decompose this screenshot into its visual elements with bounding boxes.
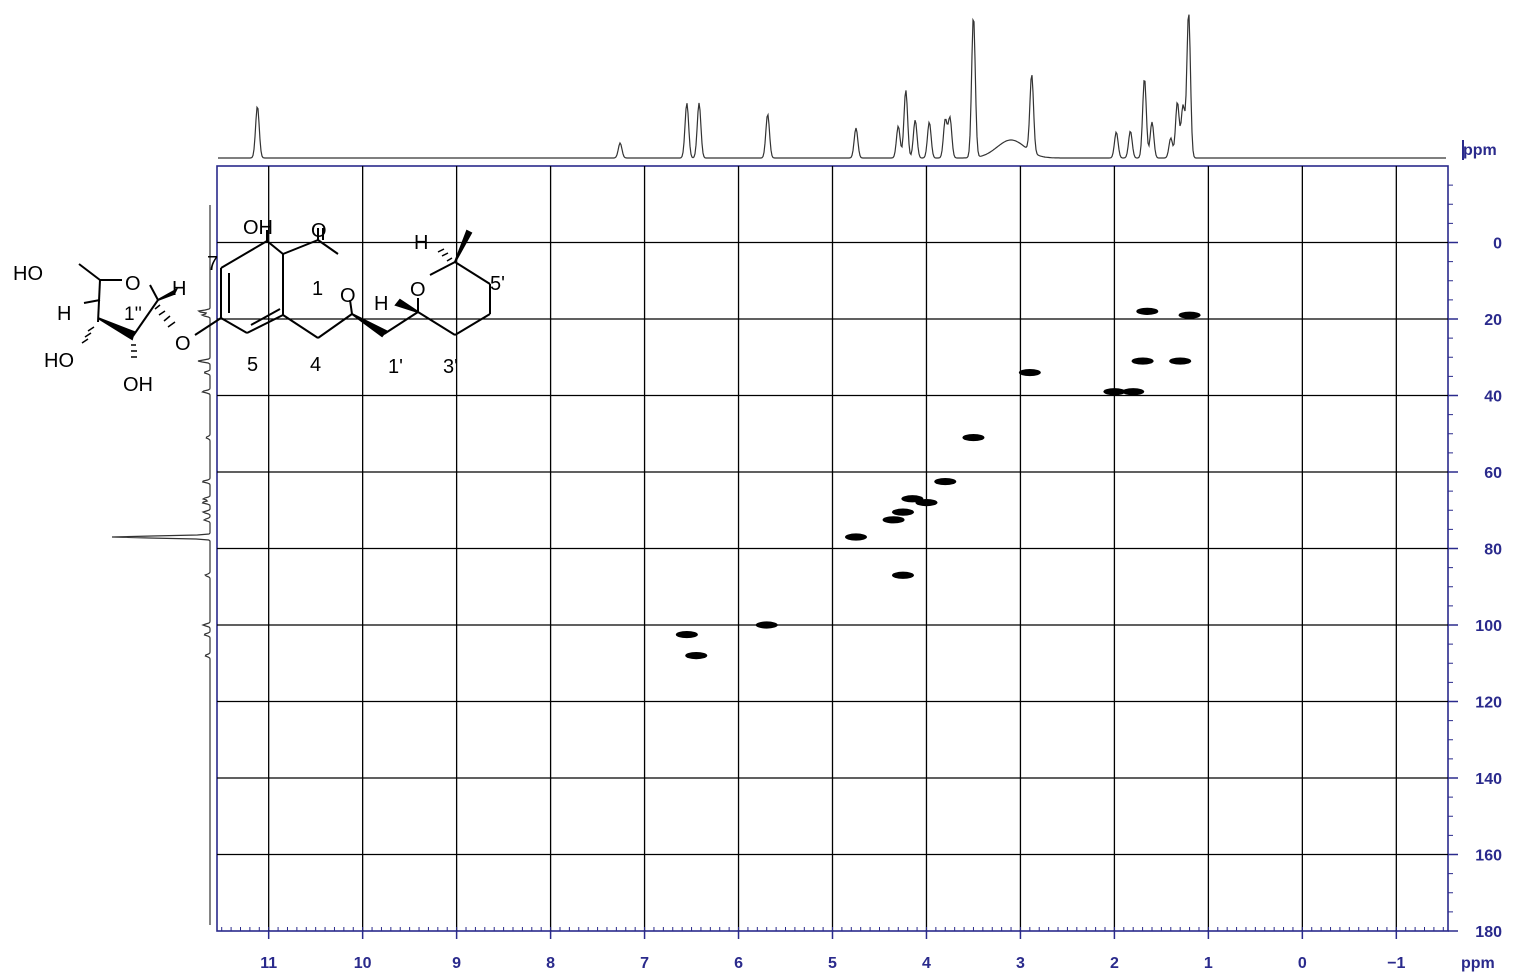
y-axis-ticks: 0 20 40 60 80 100 120 140 160 180 [1448, 236, 1502, 941]
struct-label-o-ring: O [340, 285, 356, 307]
x-tick-label: 5 [828, 955, 837, 972]
x-tick-label: 6 [734, 955, 743, 972]
cross-peaks [675, 307, 1201, 660]
struct-lactone-bond [282, 239, 319, 255]
minor-ticks [221, 184, 1453, 932]
struct-furanose-bond [78, 263, 101, 281]
cross-peak [962, 433, 985, 442]
y-tick-label: 60 [1484, 465, 1502, 482]
y-tick-label: 0 [1493, 236, 1502, 253]
cross-peak [675, 630, 698, 639]
struct-chain-bond [383, 311, 419, 335]
struct-label-1-prime: 1' [388, 356, 403, 378]
struct-wedge-bond [394, 298, 419, 313]
struct-label-3-prime: 3' [443, 356, 458, 378]
struct-label-5-prime: 5' [490, 273, 505, 295]
struct-hash-bond [81, 304, 176, 358]
struct-label-5: 5 [247, 354, 258, 376]
x-tick-label: 0 [1298, 955, 1307, 972]
y-tick-label: 120 [1475, 695, 1502, 712]
x-axis-ticks: 11 10 9 8 7 6 5 4 3 2 1 0 −1 [260, 931, 1406, 972]
cross-peak [685, 652, 708, 660]
struct-label-h-anomeric: H [172, 278, 186, 300]
cross-peak [1136, 307, 1159, 315]
cross-peak [891, 571, 914, 579]
grid-lines [217, 166, 1448, 931]
x-tick-label: −1 [1387, 955, 1405, 972]
struct-label-ho-left: HO [13, 263, 43, 285]
x-tick-label: 1 [1204, 955, 1213, 972]
struct-pyran-bond [454, 313, 491, 336]
y-tick-label: 20 [1484, 312, 1502, 329]
y-tick-label: 80 [1484, 542, 1502, 559]
struct-aromatic-bond [246, 314, 284, 334]
cross-peak [1169, 357, 1192, 365]
struct-lactone-bond [317, 313, 353, 339]
struct-label-7: 7 [207, 253, 218, 275]
x-tick-label: 8 [546, 955, 555, 972]
y-tick-label: 40 [1484, 389, 1502, 406]
struct-h-bond [83, 299, 101, 304]
proton-projection-trace [218, 14, 1446, 159]
cross-peak [934, 477, 957, 486]
cross-peak [844, 533, 867, 541]
x-tick-label: 3 [1016, 955, 1025, 972]
struct-aromatic-bond [250, 308, 281, 326]
struct-aromatic-bond [220, 317, 248, 334]
struct-link-bond [194, 317, 222, 336]
struct-label-o-link: O [175, 333, 191, 355]
x-tick-label: 10 [354, 955, 372, 972]
proton-projection [218, 14, 1446, 159]
struct-label-h-left: H [57, 303, 71, 325]
cross-peak [1018, 368, 1041, 377]
cross-peak [1122, 388, 1145, 396]
struct-wedge-bond [454, 229, 473, 263]
cross-peak [755, 621, 778, 629]
y-tick-label: 100 [1475, 618, 1502, 635]
cross-peak [882, 516, 905, 524]
struct-label-h-pyran-top: H [414, 232, 428, 254]
struct-label-o-pyran: O [410, 279, 426, 301]
top-ppm-label: ppm [1463, 142, 1497, 159]
struct-label-o-carbonyl: O [311, 220, 327, 242]
struct-pyran-bond [417, 311, 456, 336]
struct-label-oh-top: OH [243, 217, 273, 239]
cross-peak [915, 499, 938, 507]
x-axis-unit-label: ppm [1461, 955, 1495, 972]
x-tick-label: 2 [1110, 955, 1119, 972]
struct-label-oh-bottom: OH [123, 374, 153, 396]
struct-label-h-pyran-mid: H [374, 293, 388, 315]
struct-pyran-bond [454, 261, 491, 285]
cross-peak [891, 508, 914, 516]
cross-peak [1103, 388, 1126, 396]
struct-lactone-bond [349, 299, 353, 315]
y-tick-label: 160 [1475, 848, 1502, 865]
chemical-structure [78, 228, 491, 358]
y-tick-label: 140 [1475, 771, 1502, 788]
struct-label-ho-bottom: HO [44, 350, 74, 372]
struct-wedge-bond [351, 313, 388, 338]
struct-aromatic-bond [220, 239, 284, 269]
cross-peak [1178, 311, 1201, 319]
y-tick-label: 180 [1475, 924, 1502, 941]
struct-label-4: 4 [310, 354, 321, 376]
struct-furanose-bond [149, 284, 159, 301]
struct-lactone-bond [317, 239, 339, 255]
x-tick-label: 4 [922, 955, 931, 972]
cross-peak [1131, 357, 1154, 365]
x-tick-label: 11 [260, 955, 277, 972]
struct-label-1-double-prime: 1'' [124, 304, 142, 325]
struct-lactone-bond [282, 314, 319, 339]
struct-label-o-furan: O [125, 273, 141, 295]
x-tick-label: 7 [640, 955, 649, 972]
struct-pyran-bond [429, 261, 456, 276]
x-tick-label: 9 [452, 955, 461, 972]
struct-furanose-bond [132, 299, 159, 337]
struct-label-1: 1 [312, 278, 323, 300]
struct-wedge-bond [157, 287, 179, 301]
struct-hash-bond [437, 248, 453, 262]
